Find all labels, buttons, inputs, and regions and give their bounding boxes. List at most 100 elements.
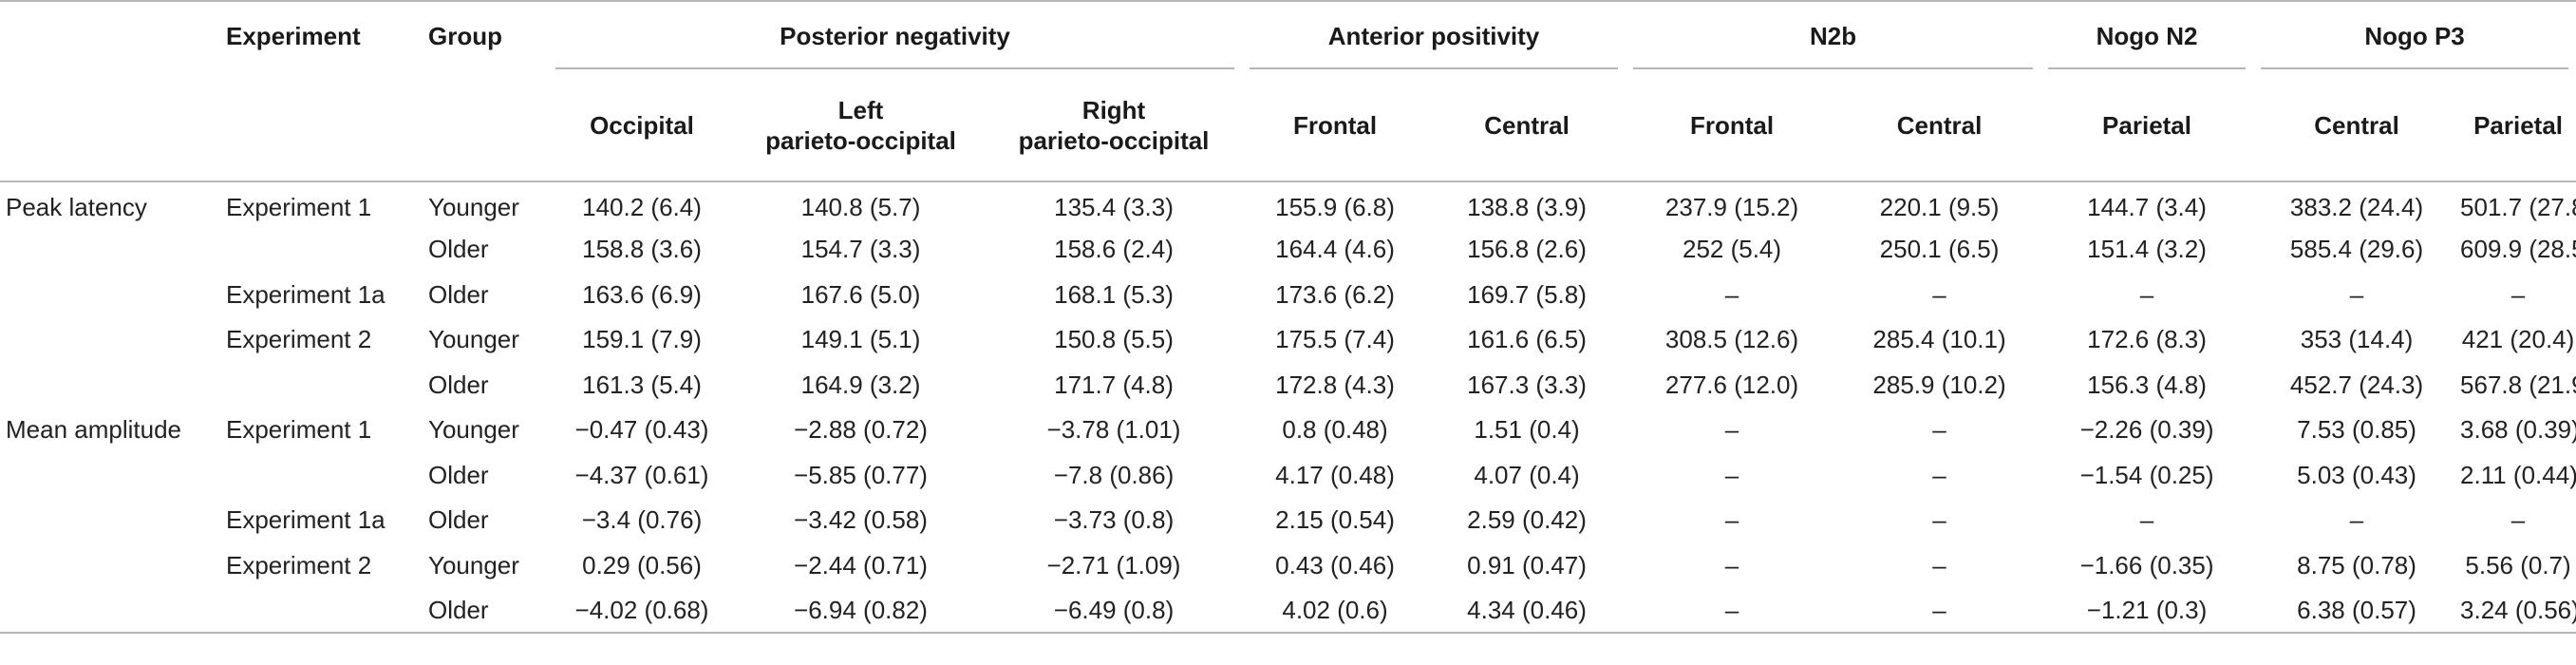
cell-value: 353 (14.4): [2300, 325, 2414, 354]
cell-value: 144.7 (3.4): [2087, 193, 2207, 222]
table-row: Older −4.37 (0.61) −5.85 (0.77) −7.8 (0.86)…: [0, 452, 2576, 498]
cell-value: 161.6 (6.5): [1467, 325, 1587, 354]
cell-group: Younger: [428, 193, 519, 222]
cell-value: –: [2139, 505, 2154, 535]
cell-value: 567.8 (21.9): [2460, 370, 2576, 399]
cell-value: 0.8 (0.48): [1282, 415, 1388, 445]
header-empty-cell: [0, 1, 220, 69]
cell-value: −6.94 (0.82): [794, 595, 928, 624]
cell-value: −3.4 (0.76): [581, 505, 703, 535]
cell-measure: [0, 498, 220, 543]
cell-value: 164.9 (3.2): [800, 370, 921, 399]
cell-measure: Peak latency: [6, 193, 147, 222]
cell-value: 452.7 (24.3): [2289, 370, 2424, 399]
cell-value: −0.47 (0.43): [574, 415, 709, 445]
cell-value: 171.7 (4.8): [1054, 370, 1174, 399]
cell-value: 159.1 (7.9): [582, 325, 702, 354]
cell-value: –: [2510, 505, 2526, 535]
cell-value: −1.21 (0.3): [2086, 595, 2208, 624]
cell-experiment: Experiment 1: [226, 193, 372, 222]
cell-value: 156.8 (2.6): [1467, 235, 1587, 264]
cell-value: 7.53 (0.85): [2297, 415, 2416, 445]
cell-experiment: Experiment 1: [226, 415, 372, 445]
table-row: Mean amplitude Experiment 1 Younger −0.47 (…: [0, 408, 2576, 453]
cell-value: 169.7 (5.8): [1467, 279, 1587, 309]
cell-value: 156.3 (4.8): [2087, 370, 2207, 399]
cell-measure: [0, 588, 220, 634]
cell-value: 140.8 (5.7): [800, 193, 921, 222]
cell-value: 150.8 (5.5): [1054, 325, 1174, 354]
cell-value: 172.6 (8.3): [2087, 325, 2207, 354]
cell-value: 163.6 (6.9): [582, 279, 702, 309]
cell-value: −2.26 (0.39): [2079, 415, 2214, 445]
cell-value: 0.29 (0.56): [582, 550, 702, 580]
cell-value: 3.68 (0.39): [2460, 415, 2576, 445]
cell-measure: [0, 542, 220, 588]
cell-value: 5.03 (0.43): [2297, 460, 2416, 489]
cell-value: 167.6 (5.0): [800, 279, 921, 309]
cell-value: 308.5 (12.6): [1664, 325, 1799, 354]
cell-value: −2.71 (1.09): [1046, 550, 1181, 580]
cell-measure: [0, 317, 220, 363]
cell-value: −4.37 (0.61): [574, 460, 709, 489]
cell-experiment: Experiment 1a: [226, 505, 385, 535]
cell-value: 164.4 (4.6): [1275, 235, 1395, 264]
table-row: Experiment 2 Younger 159.1 (7.9) 149.1 (5.1…: [0, 317, 2576, 363]
cell-group: Older: [428, 235, 489, 264]
cell-group: Older: [428, 460, 489, 489]
cell-value: −3.73 (0.8): [1053, 505, 1175, 535]
table-row: Older 161.3 (5.4) 164.9 (3.2) 171.7 (4.8) 17…: [0, 362, 2576, 408]
cell-value: 1.51 (0.4): [1474, 415, 1580, 445]
cell-experiment: Experiment 2: [226, 550, 372, 580]
cell-value: 168.1 (5.3): [1054, 279, 1174, 309]
cell-value: −3.78 (1.01): [1046, 415, 1181, 445]
subheader-n2b-central: Central: [1896, 110, 1983, 140]
cell-value: −1.54 (0.25): [2079, 460, 2214, 489]
cell-value: 421 (20.4): [2461, 325, 2575, 354]
cell-value: 0.91 (0.47): [1467, 550, 1587, 580]
cell-value: −1.66 (0.35): [2079, 550, 2214, 580]
subheader-ap-central: Central: [1484, 110, 1570, 140]
cell-value: 237.9 (15.2): [1664, 193, 1799, 222]
subheader-ap-frontal: Frontal: [1292, 110, 1378, 140]
table-row: Older −4.02 (0.68) −6.94 (0.82) −6.49 (0.8)…: [0, 588, 2576, 634]
cell-value: 0.43 (0.46): [1275, 550, 1395, 580]
cell-value: 140.2 (6.4): [582, 193, 702, 222]
subheader-empty-2: [220, 69, 423, 181]
cell-value: 585.4 (29.6): [2289, 235, 2424, 264]
cell-value: 158.8 (3.6): [582, 235, 702, 264]
cell-value: 501.7 (27.8): [2460, 193, 2576, 222]
table-row: Experiment 1a Older 163.6 (6.9) 167.6 (5.0)…: [0, 272, 2576, 317]
header-n2b: N2b: [1626, 1, 2040, 69]
subheader-occipital: Occipital: [590, 110, 694, 140]
cell-group: Older: [428, 279, 489, 309]
cell-value: –: [1724, 279, 1739, 309]
cell-value: –: [1724, 415, 1739, 445]
table-row: Experiment 1a Older −3.4 (0.76) −3.42 (0.58…: [0, 498, 2576, 543]
header-anterior-positivity: Anterior positivity: [1242, 1, 1626, 69]
cell-value: 8.75 (0.78): [2297, 550, 2416, 580]
cell-value: −2.88 (0.72): [794, 415, 928, 445]
cell-experiment: Experiment 2: [226, 325, 372, 354]
subheader-empty-3: [423, 69, 548, 181]
cell-experiment: Experiment 1a: [226, 279, 385, 309]
cell-value: 167.3 (3.3): [1467, 370, 1587, 399]
subheader-n2-parietal: Parietal: [2102, 110, 2191, 140]
cell-value: −7.8 (0.86): [1053, 460, 1175, 489]
cell-value: 285.4 (10.1): [1872, 325, 2006, 354]
cell-value: 151.4 (3.2): [2087, 235, 2207, 264]
cell-measure: [0, 362, 220, 408]
cell-measure: [0, 272, 220, 317]
cell-value: 252 (5.4): [1682, 235, 1782, 264]
cell-value: 2.59 (0.42): [1467, 505, 1587, 535]
table-row: Peak latency Experiment 1 Younger 140.2 (6.…: [0, 181, 2576, 227]
cell-experiment: [220, 588, 423, 634]
subheader-right-parieto-occipital: Right parieto-occipital: [1018, 95, 1210, 155]
header-group: Group: [428, 21, 502, 50]
cell-experiment: [220, 452, 423, 498]
cell-value: –: [1724, 505, 1739, 535]
cell-group: Younger: [428, 415, 519, 445]
cell-value: 3.24 (0.56): [2460, 595, 2576, 624]
cell-experiment: [220, 227, 423, 273]
